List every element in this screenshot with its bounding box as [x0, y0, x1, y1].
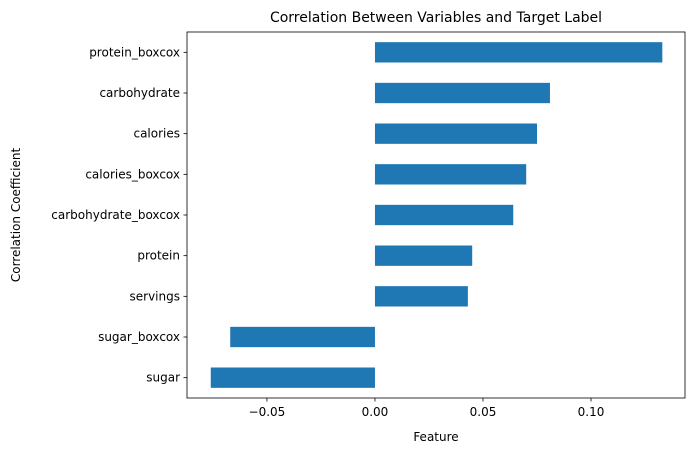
plot-frame [186, 31, 686, 399]
x-tick-label: 0.10 [578, 405, 605, 419]
bar-sugar [210, 367, 375, 388]
chart-title: Correlation Between Variables and Target… [270, 10, 602, 26]
y-tick-label: servings [130, 289, 180, 303]
x-tick-label: 0.00 [362, 405, 389, 419]
x-ticks-group: −0.05 0.00 0.05 0.10 [249, 398, 605, 419]
y-tick-label: calories_boxcox [85, 167, 180, 181]
x-tick-label: 0.05 [470, 405, 497, 419]
x-tick-label: −0.05 [249, 405, 286, 419]
bar-carbohydrate_boxcox [374, 204, 514, 226]
bar-sugar_boxcox [230, 326, 375, 348]
bars-group [210, 42, 663, 388]
bar-calories [374, 123, 538, 144]
bar-protein [374, 245, 473, 266]
y-tick-label: calories [133, 127, 180, 141]
bar-calories_boxcox [374, 164, 527, 185]
y-axis-title: Correlation Coefficient [9, 148, 23, 283]
y-tick-label: protein_boxcox [89, 45, 180, 59]
bar-servings [374, 286, 468, 307]
y-tick-label: sugar [146, 371, 180, 385]
y-ticks-group: protein_boxcox carbohydrate calories calori… [51, 45, 187, 385]
y-tick-label: protein [137, 249, 180, 263]
y-tick-label: carbohydrate_boxcox [51, 208, 180, 222]
y-tick-label: sugar_boxcox [98, 330, 180, 344]
bar-carbohydrate [374, 82, 550, 104]
y-tick-label: carbohydrate [99, 86, 180, 100]
x-axis-title: Feature [413, 430, 458, 444]
bar-protein_boxcox [374, 42, 663, 63]
